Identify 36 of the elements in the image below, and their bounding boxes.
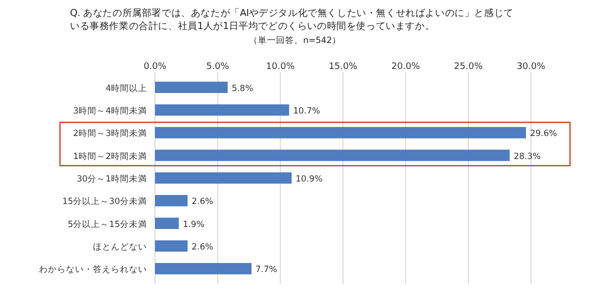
x-tick-label: 5.0% <box>206 62 230 72</box>
x-tick-label: 15.0% <box>328 62 358 72</box>
y-tick-label: 3時間～4時間未満 <box>73 106 147 116</box>
data-label: 10.9% <box>296 174 323 184</box>
data-label: 10.7% <box>293 106 320 116</box>
bar <box>155 104 290 116</box>
bar <box>155 82 228 93</box>
x-tick-label: 10.0% <box>266 62 296 72</box>
data-label: 5.8% <box>232 84 254 94</box>
x-tick-label: 20.0% <box>391 62 420 72</box>
bar <box>155 172 292 184</box>
bar <box>155 240 188 252</box>
x-tick-label: 0.0% <box>144 62 167 72</box>
data-label: 2.6% <box>192 242 214 252</box>
data-label: 2.6% <box>192 197 214 208</box>
chart-subtitle: （単一回答、n=542） <box>248 35 342 47</box>
y-tick-label: 15分以上～30分未満 <box>62 196 147 208</box>
y-tick-label: 1時間～2時間未満 <box>73 150 147 162</box>
y-tick-label: 5分以上～15分未満 <box>68 218 147 230</box>
data-label: 7.7% <box>256 265 278 276</box>
bar <box>155 218 179 229</box>
y-tick-label: ほとんどない <box>93 242 147 252</box>
x-tick-label: 25.0% <box>454 62 484 72</box>
bar <box>155 150 510 161</box>
y-tick-label: 2時間～3時間未満 <box>73 128 147 140</box>
y-tick-label: わからない・答えられない <box>39 264 147 276</box>
y-tick-label: 30分～1時間未満 <box>76 174 147 184</box>
chart-title: Q. あなたの所属部署では、あなたが「AIやデジタル化で無くしたい・無くせればよいのに」と感じている事務作業の合計に、社員1人が1日平均でどのくらいの時間を使っていますか。 <box>70 7 514 33</box>
bar <box>155 195 188 206</box>
data-label: 1.9% <box>182 220 204 230</box>
data-label: 29.6% <box>530 129 557 140</box>
y-tick-label: 4時間以上 <box>106 82 147 94</box>
x-tick-label: 30.0% <box>516 62 546 72</box>
data-label: 28.3% <box>514 152 541 162</box>
bar <box>155 263 252 274</box>
bar <box>155 127 526 138</box>
